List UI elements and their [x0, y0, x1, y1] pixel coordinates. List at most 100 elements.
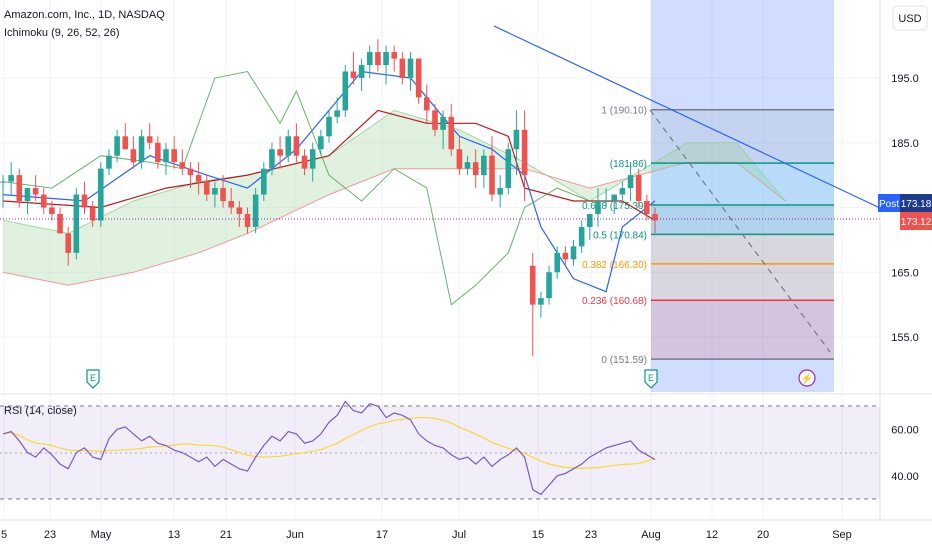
candle-body — [472, 162, 479, 176]
fib-zone — [651, 163, 834, 205]
candle-body — [546, 272, 552, 299]
candle-body — [195, 175, 202, 182]
fib-level-label: 0.236 (160.68) — [582, 296, 647, 307]
candle-body — [529, 265, 536, 305]
candle-body — [318, 136, 324, 150]
symbol-title[interactable]: Amazon.com, Inc., 1D, NASDAQ — [4, 9, 165, 21]
candle-body — [635, 175, 642, 202]
earnings-marker-1[interactable]: E — [86, 369, 100, 389]
candle-body — [627, 175, 634, 189]
candle-body — [595, 201, 601, 214]
candle-body — [424, 97, 430, 111]
candle-body — [391, 52, 397, 59]
candle-body — [114, 136, 120, 156]
candle-body — [130, 149, 137, 163]
ichimoku-legend[interactable]: Ichimoku (9, 26, 52, 26) — [4, 27, 120, 39]
candle-body — [505, 149, 512, 189]
fib-level-label: 0.382 (166.30) — [582, 260, 647, 271]
candle-body — [301, 155, 308, 169]
candle-body — [24, 188, 31, 202]
candle-body — [228, 201, 234, 208]
cloud-fill — [3, 110, 786, 286]
candle-body — [603, 201, 609, 203]
candle-body — [244, 213, 251, 227]
date-range-highlight — [651, 0, 834, 392]
earnings-marker-2[interactable]: E — [644, 369, 658, 389]
candle-body — [187, 168, 194, 176]
time-tick-label: 15 — [532, 529, 544, 541]
candle-body — [342, 71, 349, 111]
candle-body — [179, 162, 186, 169]
candle-body — [464, 162, 471, 169]
candle-body — [106, 155, 112, 169]
candle-body — [261, 168, 267, 195]
candle-body — [652, 213, 658, 221]
price-tick-label: 185.0 — [891, 138, 919, 150]
event-marker-icon[interactable]: ⚡ — [798, 369, 816, 387]
time-tick-label: 21 — [220, 529, 232, 541]
candle-body — [489, 155, 495, 195]
rsi-ma-line — [2, 417, 656, 470]
currency-box[interactable] — [892, 5, 928, 31]
candle-body — [40, 194, 47, 208]
candle-body — [32, 188, 39, 195]
candle-body — [49, 207, 55, 214]
price-tick-label: 195.0 — [891, 73, 919, 85]
time-tick-label: 13 — [168, 529, 180, 541]
candle-body — [171, 149, 177, 163]
rsi-legend[interactable]: RSI (14, close) — [4, 405, 77, 417]
candle-body — [350, 71, 357, 78]
candle-body — [366, 52, 373, 66]
candle-body — [619, 188, 626, 195]
fib-level-label: 0 (151.59) — [601, 355, 647, 366]
candle-body — [513, 129, 520, 150]
candle-body — [562, 252, 569, 260]
candle-body — [269, 149, 275, 169]
candle-body — [309, 149, 316, 169]
candle-body — [212, 188, 218, 195]
post-price-tag — [900, 194, 932, 212]
candle-body — [220, 188, 226, 202]
chikou-span-line — [2, 70, 590, 306]
candle-body — [521, 129, 528, 176]
currency-label: USD — [898, 13, 921, 25]
candle-body — [407, 58, 414, 78]
fib-zone — [651, 109, 834, 164]
last-price-value: 173.12 — [901, 217, 932, 228]
candle-body — [293, 136, 300, 156]
time-tick-label: 17 — [376, 529, 388, 541]
last-price-tag — [900, 212, 932, 230]
time-tick-label: 5 — [1, 529, 7, 541]
candle-body — [122, 136, 129, 150]
rsi-tick-label: 40.00 — [891, 471, 919, 483]
candle-body — [440, 116, 446, 130]
rsi-tick-label: 60.00 — [891, 424, 919, 436]
svg-text:E: E — [90, 373, 96, 383]
candle-body — [236, 207, 243, 214]
fib-zone — [651, 204, 834, 235]
fib-level-label: 1 (190.10) — [601, 106, 647, 117]
trendline[interactable] — [493, 25, 881, 209]
candle-body — [432, 110, 438, 130]
candle-body — [285, 136, 292, 156]
candle-body — [203, 181, 210, 195]
time-tick-label: Aug — [641, 529, 661, 541]
time-tick-label: May — [91, 529, 112, 541]
candle-body — [358, 65, 365, 78]
candle-body — [89, 207, 96, 221]
candle-body — [277, 149, 283, 156]
price-tick-label: 165.0 — [891, 267, 919, 279]
price-tick-label: 155.0 — [891, 332, 919, 344]
candle-body — [98, 168, 104, 221]
rsi-axis-ticks: 40.00 60.00 — [891, 424, 919, 483]
candle-body — [326, 116, 332, 137]
candle-body — [65, 233, 71, 253]
candle-body — [644, 201, 650, 214]
candle-body — [146, 136, 153, 143]
candlesticks — [0, 39, 658, 357]
time-tick-label: 23 — [44, 529, 56, 541]
candle-body — [16, 175, 23, 202]
candle-body — [578, 226, 585, 247]
